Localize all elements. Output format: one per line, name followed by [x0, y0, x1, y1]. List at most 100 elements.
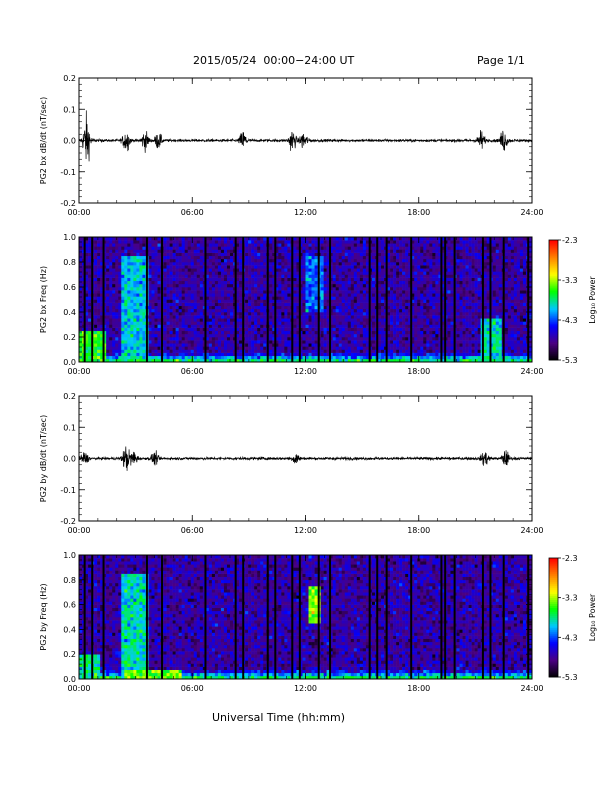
spectrogram-cell: [148, 337, 152, 341]
spectrogram-cell: [332, 296, 336, 300]
spectrogram-cell: [100, 349, 104, 353]
spectrogram-cell: [260, 355, 264, 360]
y-tick-label: 0.0: [63, 137, 76, 146]
spectrogram-cell: [362, 324, 367, 328]
spectrogram-cell: [417, 274, 421, 278]
spectrogram-cell: [356, 318, 361, 322]
spectrogram-cell: [414, 280, 418, 285]
spectrogram-cell: [305, 252, 309, 257]
spectrogram-cell: [193, 346, 198, 350]
spectrogram-cell: [130, 312, 134, 316]
spectrogram-cell: [178, 308, 182, 313]
spectrogram-cell: [387, 324, 391, 328]
spectrogram-cell: [109, 274, 113, 278]
spectrogram-cell: [254, 355, 258, 360]
spectrogram-cell: [308, 318, 312, 322]
spectrogram-cell: [254, 308, 258, 313]
spectrogram-cell: [178, 246, 182, 250]
spectrogram-cell: [248, 277, 252, 282]
spectrogram-cell: [157, 337, 161, 341]
spectrogram-cell: [390, 308, 394, 313]
spectrogram-cell: [103, 321, 107, 325]
spectrogram-cell: [181, 293, 185, 297]
spectrogram-cell: [332, 293, 336, 297]
spectrogram-cell: [338, 355, 343, 360]
spectrogram-cell: [130, 315, 134, 319]
spectrogram-cell: [169, 265, 173, 269]
spectrogram-cell: [296, 299, 300, 303]
spectrogram-cell: [356, 349, 361, 353]
spectrogram-cell: [429, 337, 433, 341]
spectrogram-cell: [217, 252, 222, 257]
spectrogram-cell: [115, 355, 119, 360]
spectrogram-cell: [211, 243, 216, 247]
spectrogram-cell: [438, 337, 442, 341]
spectrogram-cell: [169, 287, 173, 291]
spectrogram-cell: [139, 324, 143, 328]
spectrogram-cell: [347, 293, 352, 297]
spectrogram-cell: [88, 258, 92, 263]
spectrogram-cell: [429, 240, 433, 244]
spectrogram-cell: [338, 321, 343, 325]
spectrogram-cell: [127, 296, 131, 300]
spectrogram-cell: [163, 249, 167, 253]
spectrogram-cell: [190, 268, 195, 272]
spectrogram-cell: [399, 318, 403, 322]
spectrogram-cell: [344, 358, 349, 363]
spectrogram-cell: [359, 358, 364, 363]
spectrogram-cell: [139, 296, 143, 300]
spectrogram-cell: [263, 352, 267, 357]
spectrogram-cell: [124, 349, 128, 353]
spectrogram-cell: [178, 237, 182, 241]
spectrogram-cell: [329, 312, 333, 316]
spectrogram-cell: [356, 355, 361, 360]
spectrogram-cell: [79, 249, 83, 253]
spectrogram-cell: [97, 271, 101, 275]
spectrogram-cell: [190, 283, 195, 288]
spectrogram-cell: [308, 321, 312, 325]
spectrogram-cell: [408, 327, 412, 332]
spectrogram-cell: [341, 265, 346, 269]
spectrogram-cell: [296, 330, 300, 335]
spectrogram-cell: [226, 340, 231, 344]
spectrogram-cell: [142, 340, 146, 344]
spectrogram-cell: [106, 302, 110, 307]
spectrogram-cell: [220, 337, 225, 341]
spectrogram-cell: [381, 249, 385, 253]
spectrogram-cell: [396, 255, 400, 260]
spectrogram-cell: [220, 262, 225, 266]
spectrogram-cell: [275, 343, 279, 347]
spectrogram-cell: [187, 315, 192, 319]
spectrogram-cell: [151, 287, 155, 291]
spectrogram-cell: [214, 268, 219, 272]
spectrogram-cell: [85, 287, 89, 291]
spectrogram-cell: [287, 321, 291, 325]
spectrogram-cell: [245, 246, 249, 250]
spectrogram-cell: [257, 265, 261, 269]
spectrogram-cell: [208, 237, 213, 241]
y-tick-label: -0.2: [60, 199, 76, 208]
spectrogram-cell: [217, 340, 222, 344]
spectrogram-cell: [435, 237, 439, 241]
spectrogram-cell: [323, 312, 327, 316]
spectrogram-cell: [405, 268, 409, 272]
spectrogram-cell: [257, 274, 261, 278]
spectrogram-cell: [205, 243, 210, 247]
spectrogram-cell: [103, 277, 107, 282]
spectrogram-cell: [438, 327, 442, 332]
spectrogram-cell: [136, 312, 140, 316]
spectrogram-cell: [257, 249, 261, 253]
spectrogram-cell: [226, 330, 231, 335]
spectrogram-cell: [115, 271, 119, 275]
spectrogram-cell: [94, 240, 98, 244]
spectrogram-cell: [148, 355, 152, 360]
spectrogram-cell: [326, 355, 330, 360]
spectrogram-cell: [214, 243, 219, 247]
spectrogram-cell: [371, 280, 376, 285]
spectrogram-cell: [109, 340, 113, 344]
spectrogram-cell: [305, 280, 309, 285]
spectrogram-cell: [196, 302, 201, 307]
spectrogram-cell: [178, 296, 182, 300]
spectrogram-cell: [226, 268, 231, 272]
spectrogram-cell: [205, 352, 210, 357]
